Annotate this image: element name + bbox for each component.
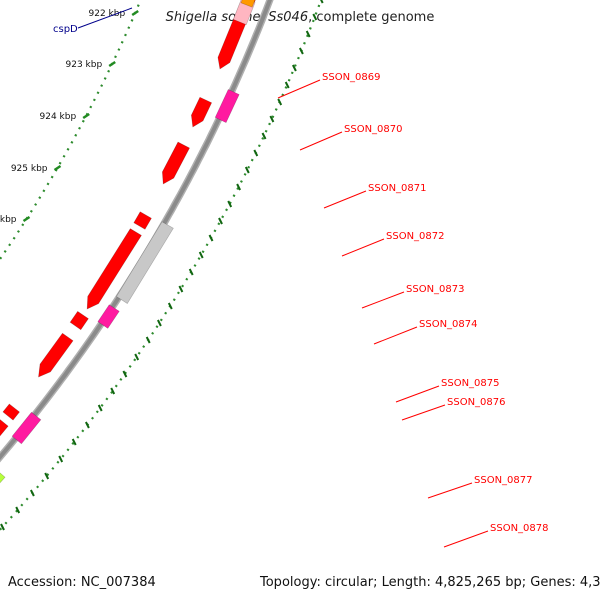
minor-tick	[261, 132, 267, 140]
genome-summary-label: Topology: circular; Length: 4,825,265 bp…	[260, 575, 600, 590]
cds-feature-2	[162, 141, 190, 185]
gene-label: SSON_0874	[419, 319, 478, 330]
minor-tick	[85, 421, 90, 429]
cds-feature-3	[133, 211, 152, 230]
gene-label: SSON_0878	[490, 523, 549, 534]
pink-feature-1	[97, 304, 120, 329]
gene-leader-line	[341, 238, 385, 257]
scale-tick	[108, 60, 116, 68]
minor-tick	[58, 455, 64, 463]
minor-tick	[0, 523, 5, 531]
minor-tick	[44, 472, 50, 480]
gene-leader-line	[373, 326, 418, 345]
gene-leader-line	[395, 385, 440, 403]
scale-tick	[82, 112, 90, 120]
minor-tick	[277, 98, 283, 106]
minor-tick	[178, 285, 184, 293]
gene-label: cspD	[53, 24, 78, 35]
minor-tick	[198, 251, 204, 259]
minor-tick	[188, 268, 194, 276]
minor-tick	[299, 47, 304, 55]
gene-label: SSON_0872	[386, 231, 445, 242]
minor-tick	[320, 0, 324, 4]
gene-label: SSON_0876	[447, 397, 506, 408]
cds-feature-4	[86, 228, 142, 310]
minor-tick	[218, 217, 223, 225]
gene-label: SSON_0869	[322, 72, 381, 83]
title-suffix: , complete genome	[308, 10, 435, 25]
minor-tick	[253, 149, 259, 157]
gene-leader-line	[299, 131, 343, 151]
minor-tick	[208, 234, 214, 242]
pink-feature-0	[214, 89, 240, 123]
accession-label: Accession: NC_007384	[8, 575, 156, 590]
gene-label: SSON_0870	[344, 124, 403, 135]
minor-tick	[167, 302, 173, 310]
minor-tick	[244, 166, 250, 174]
gene-leader-line	[323, 190, 367, 209]
scale-tick	[22, 215, 31, 223]
gene-leader-line	[361, 291, 405, 309]
minor-tick	[97, 404, 103, 412]
minor-tick	[292, 64, 297, 72]
minor-tick	[227, 200, 233, 208]
scale-tick-label: 922 kbp	[89, 9, 126, 19]
scale-tick-label: 924 kbp	[40, 112, 77, 122]
minor-tick	[236, 183, 241, 191]
minor-tick	[145, 336, 151, 344]
genome-backbone	[0, 0, 273, 461]
pink-feature-2	[11, 411, 42, 445]
scale-tick	[53, 164, 62, 172]
cds-feature-5	[69, 310, 89, 331]
gene-leader-line	[401, 404, 446, 421]
scale-tick-label: 923 kbp	[66, 60, 103, 70]
scale-tick-label: 926 kbp	[0, 215, 17, 225]
grey-feature	[116, 221, 174, 304]
cds-feature-7	[2, 403, 20, 421]
gene-label: SSON_0871	[368, 183, 427, 194]
minor-tick	[71, 438, 77, 446]
scale-tick-label: 925 kbp	[11, 164, 48, 174]
cds-feature-8	[0, 419, 9, 437]
cds-feature-6	[38, 332, 74, 378]
minor-tick	[134, 353, 140, 361]
minor-tick	[305, 30, 311, 38]
gene-leader-line	[77, 7, 133, 29]
minor-tick	[312, 13, 318, 21]
orange-feature	[240, 0, 256, 8]
gene-label: SSON_0877	[474, 475, 533, 486]
minor-tick	[15, 506, 21, 514]
gene-label: SSON_0873	[406, 284, 465, 295]
minor-tick	[157, 319, 162, 327]
gene-leader-line	[443, 530, 489, 548]
minor-tick	[110, 387, 116, 395]
scale-tick	[131, 9, 139, 17]
gene-leader-line	[277, 79, 321, 99]
outer-dotted-track	[0, 0, 323, 532]
minor-tick	[269, 115, 275, 123]
minor-tick	[122, 370, 128, 378]
inner-dotted-track	[0, 0, 142, 262]
lime-feature	[0, 472, 6, 484]
minor-tick	[30, 489, 35, 497]
gene-leader-line	[427, 482, 473, 499]
cds-feature-1	[191, 96, 213, 128]
gene-label: SSON_0875	[441, 378, 500, 389]
minor-tick	[284, 81, 290, 89]
